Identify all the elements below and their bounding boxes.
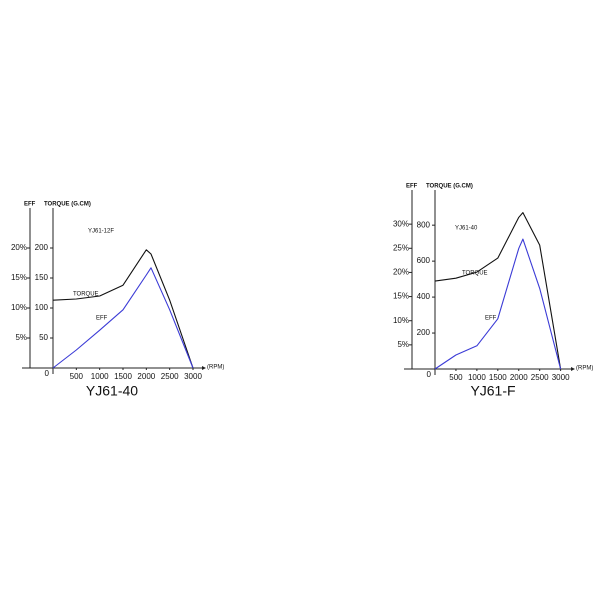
series-line <box>434 212 562 370</box>
y2-tick-label: 10% <box>393 316 409 325</box>
y2-tick-label: 5% <box>15 333 27 342</box>
y-tick-label: 150 <box>35 273 49 282</box>
series-line <box>434 238 562 370</box>
y2-axis-title: EFF <box>406 184 418 190</box>
x-tick-label: 2000 <box>137 372 155 381</box>
x-tick-label: 1500 <box>114 372 132 381</box>
y-axis-title: TORQUE (G.CM) <box>426 184 473 190</box>
series-label: EFF <box>485 316 497 322</box>
x-axis-title: (RPM) <box>576 366 593 372</box>
series-label: EFF <box>96 316 108 322</box>
y2-tick-label: 15% <box>11 273 27 282</box>
y2-tick-label: 20% <box>393 268 409 277</box>
y2-tick-label: 25% <box>393 243 409 252</box>
x-tick-label: 3000 <box>184 372 202 381</box>
x-axis-arrow <box>571 367 575 371</box>
x-tick-label: 1000 <box>468 373 486 382</box>
x-tick-label: 2500 <box>531 373 549 382</box>
y2-axis-title: EFF <box>24 202 36 208</box>
series-label: TORQUE <box>73 292 99 298</box>
series-label: TORQUE <box>462 271 488 277</box>
x-tick-label: 1000 <box>91 372 109 381</box>
x-tick-label: 500 <box>449 373 463 382</box>
series-line <box>52 267 194 369</box>
y2-tick-label: 20% <box>11 243 27 252</box>
y-tick-label: 0 <box>427 370 432 379</box>
annotation: YJ61-40 <box>455 226 478 232</box>
x-tick-label: 2000 <box>510 373 528 382</box>
x-tick-label: 3000 <box>552 373 570 382</box>
annotation: YJ61-12F <box>88 229 114 235</box>
y-tick-label: 50 <box>39 333 48 342</box>
y-tick-label: 800 <box>417 220 431 229</box>
series-line <box>52 249 194 369</box>
x-axis-title: (RPM) <box>207 365 224 371</box>
y-tick-label: 400 <box>417 292 431 301</box>
y2-tick-label: 10% <box>11 303 27 312</box>
y2-tick-label: 15% <box>393 292 409 301</box>
x-tick-label: 1500 <box>489 373 507 382</box>
chart-title: YJ61-F <box>470 383 515 399</box>
y2-tick-label: 5% <box>397 340 409 349</box>
y-tick-label: 0 <box>45 369 50 378</box>
y-tick-label: 100 <box>35 303 49 312</box>
x-tick-label: 500 <box>70 372 84 381</box>
chart-title: YJ61-40 <box>86 383 138 399</box>
y-axis-title: TORQUE (G.CM) <box>44 202 91 208</box>
x-tick-label: 2500 <box>161 372 179 381</box>
y2-tick-label: 30% <box>393 219 409 228</box>
y-tick-label: 200 <box>417 328 431 337</box>
y-tick-label: 200 <box>35 243 49 252</box>
y-tick-label: 600 <box>417 256 431 265</box>
x-axis-arrow <box>202 366 206 370</box>
